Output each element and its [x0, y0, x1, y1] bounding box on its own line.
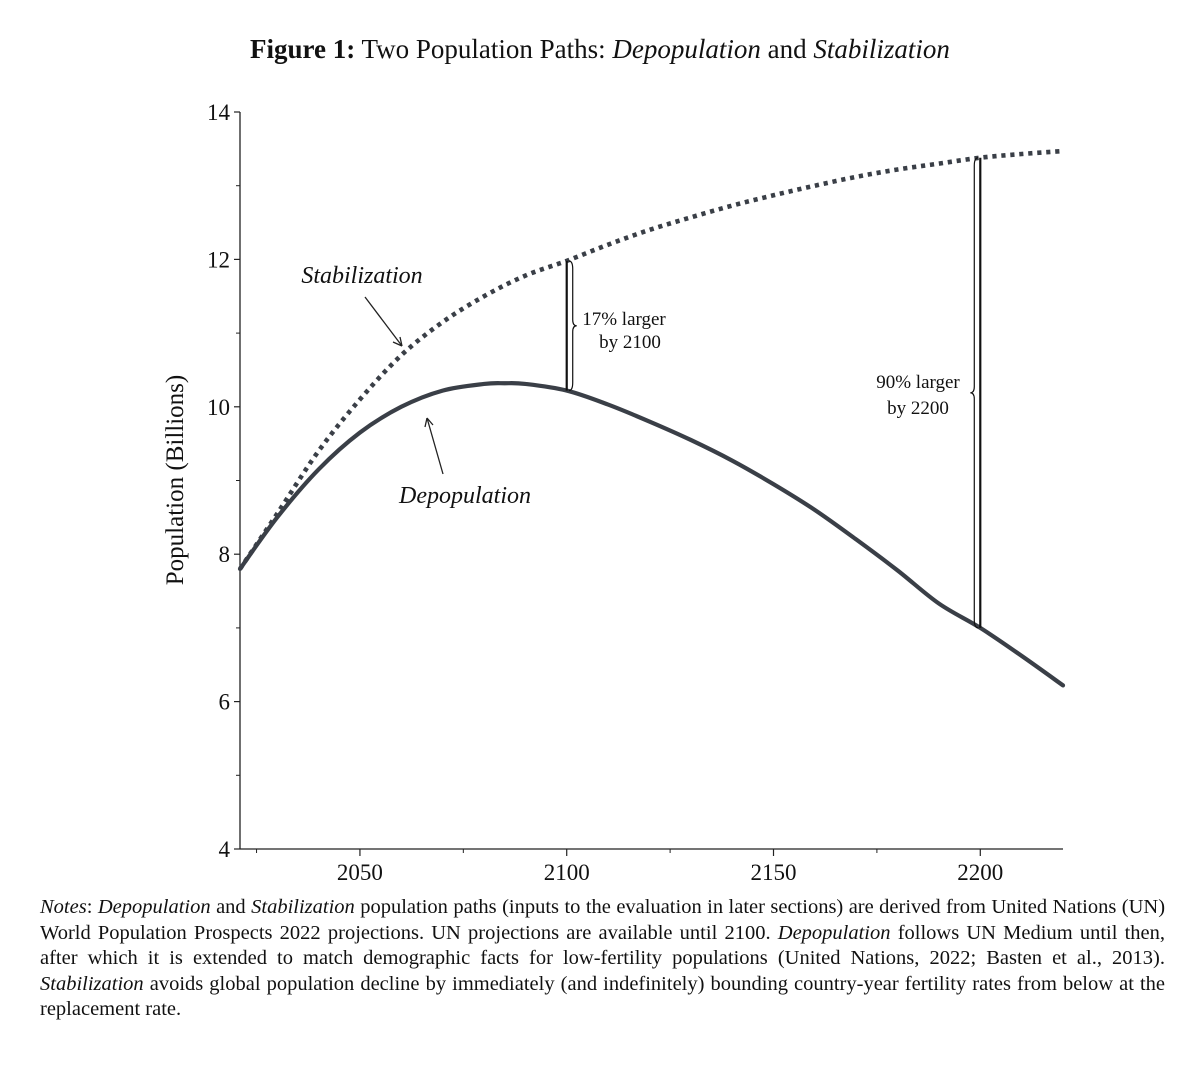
x-ticks: 2050 2100 2150 2200: [256, 849, 1003, 885]
y-tick-label: 4: [219, 837, 231, 862]
figure-notes: Notes: Depopulation and Stabilization po…: [40, 895, 1165, 1023]
stabilization-annotation: Stabilization: [301, 263, 422, 289]
stabilization-arrow-shaft: [364, 296, 403, 347]
figure-title-plain: Two Population Paths:: [361, 34, 606, 64]
x-tick-label: 2100: [544, 860, 590, 885]
y-tick-label: 10: [207, 395, 230, 420]
gap-2200-label-line2: by 2200: [887, 398, 949, 419]
notes-depopulation: Depopulation: [97, 896, 211, 918]
gap-2100-label-line2: by 2100: [599, 332, 661, 353]
notes-depopulation-2: Depopulation: [777, 921, 891, 944]
x-tick-label: 2150: [751, 860, 797, 885]
figure-title: Figure 1: Two Population Paths: Depopula…: [0, 34, 1200, 65]
stabilization-series-line: [238, 148, 1064, 571]
figure-label: Figure 1:: [250, 34, 356, 64]
notes-text-1: population paths (inputs to the evaluati…: [40, 896, 1166, 944]
depopulation-annotation: Depopulation: [398, 483, 531, 509]
y-ticks: 4 6 8 10 12 14: [207, 100, 240, 862]
gap-brace-2200: [970, 157, 979, 629]
figure-title-depopulation: Depopulation: [612, 34, 761, 64]
y-axis-label: Population (Billions): [162, 375, 189, 585]
y-tick-label: 14: [207, 100, 231, 125]
series-layer: [237, 148, 1066, 688]
x-tick-label: 2200: [957, 860, 1003, 885]
notes-text-3: avoids global population decline by imme…: [40, 972, 1166, 1021]
axes: 4 6 8 10 12 14 2050 2100 2150 2200: [207, 100, 1063, 885]
notes-stabilization-2: Stabilization: [40, 972, 144, 995]
gap-2200-label-line1: 90% larger: [876, 372, 960, 393]
figure-title-and: and: [767, 34, 807, 64]
gap-brace-2100: [568, 260, 577, 392]
population-chart: 4 6 8 10 12 14 2050 2100 2150 2200 Population (B…: [162, 100, 1066, 885]
y-tick-label: 12: [207, 247, 230, 272]
stabilization-arrow-head: [392, 336, 403, 347]
notes-prefix: Notes: [40, 896, 87, 918]
x-tick-label: 2050: [337, 860, 383, 885]
notes-colon: :: [86, 896, 93, 918]
annotation-layer: Stabilization Depopulation 17% larger by…: [301, 157, 982, 629]
notes-and: and: [216, 896, 246, 918]
y-tick-label: 6: [219, 690, 231, 715]
notes-stabilization: Stabilization: [251, 896, 355, 918]
depopulation-series-line: [237, 381, 1066, 688]
depopulation-arrow-shaft: [426, 417, 444, 475]
y-tick-label: 8: [219, 542, 231, 567]
figure-title-stabilization: Stabilization: [813, 34, 950, 64]
notes-text-2: follows UN Medium until then, after whic…: [40, 921, 1166, 970]
gap-2100-label-line1: 17% larger: [582, 309, 666, 330]
depopulation-arrow-head: [424, 417, 434, 428]
